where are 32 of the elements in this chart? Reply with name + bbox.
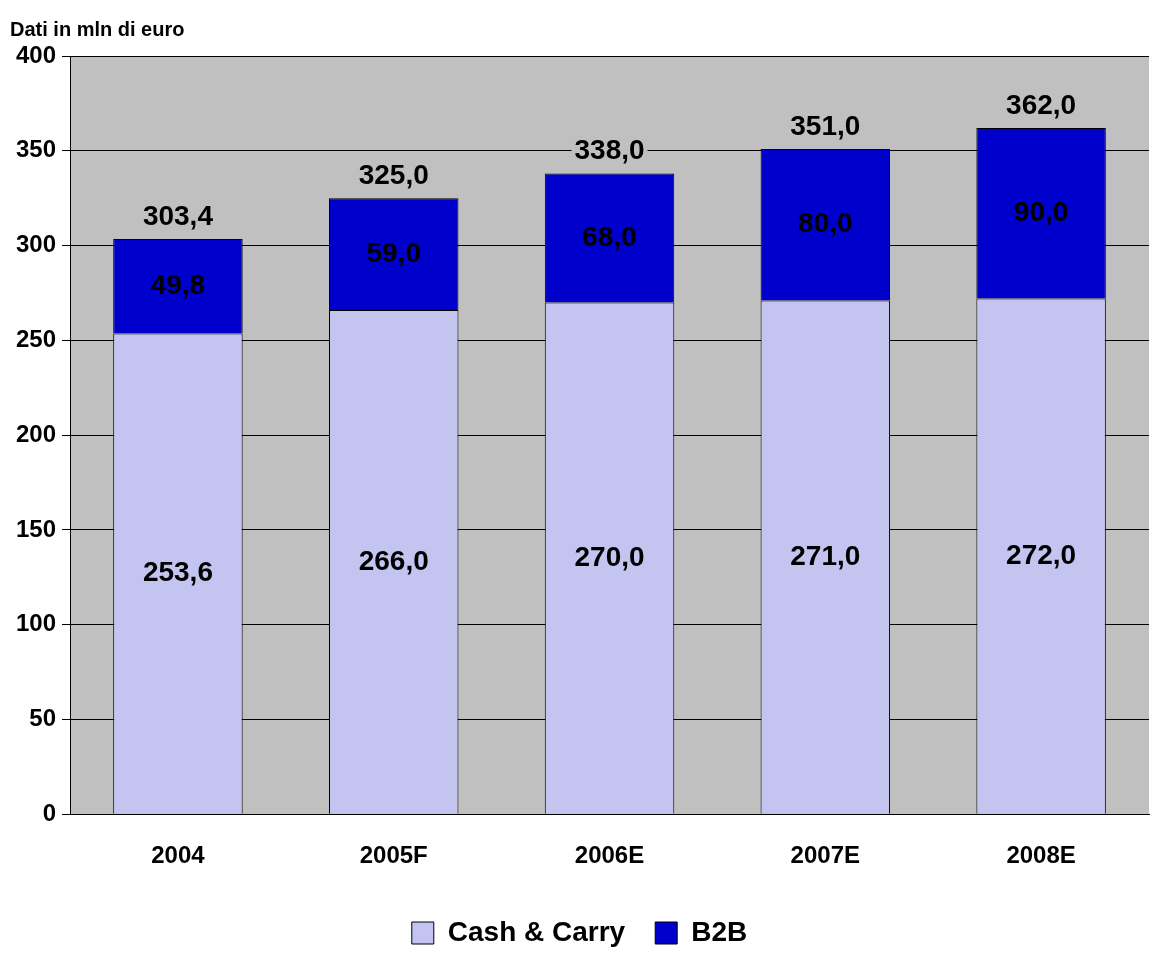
total-label: 325,0: [358, 158, 429, 190]
legend-label: B2B: [691, 915, 748, 947]
legend-label: Cash & Carry: [447, 915, 626, 947]
data-label: 80,0: [798, 207, 853, 239]
data-label: 266,0: [358, 544, 429, 576]
y-tick-label: 100: [16, 609, 57, 637]
data-label: 68,0: [582, 220, 637, 252]
y-axis-title: Dati in mln di euro: [10, 17, 185, 40]
data-label: 49,8: [150, 269, 206, 301]
data-label: 272,0: [1006, 538, 1077, 570]
data-label: 270,0: [574, 540, 645, 572]
total-label: 351,0: [790, 109, 861, 141]
data-label: 90,0: [1013, 196, 1069, 228]
data-label: 59,0: [366, 236, 421, 268]
y-tick-label: 50: [29, 704, 57, 732]
total-label: 303,4: [142, 199, 214, 231]
data-label: 271,0: [790, 539, 861, 571]
y-tick-label: 300: [16, 230, 57, 258]
x-tick-label: 2008E: [1006, 841, 1076, 869]
y-tick-label: 200: [16, 419, 57, 447]
x-tick-label: 2006E: [574, 841, 645, 869]
x-tick-label: 2007E: [790, 841, 861, 869]
total-label: 362,0: [1006, 88, 1077, 120]
total-label: 338,0: [574, 134, 645, 166]
x-tick-label: 2004: [151, 841, 206, 869]
x-tick-label: 2005F: [359, 841, 428, 869]
y-tick-label: 350: [16, 135, 57, 163]
data-label: 253,6: [142, 556, 213, 588]
y-tick-label: 250: [16, 324, 57, 352]
y-tick-label: 0: [42, 798, 57, 826]
y-tick-label: 150: [16, 514, 57, 542]
y-tick-label: 400: [16, 40, 57, 68]
